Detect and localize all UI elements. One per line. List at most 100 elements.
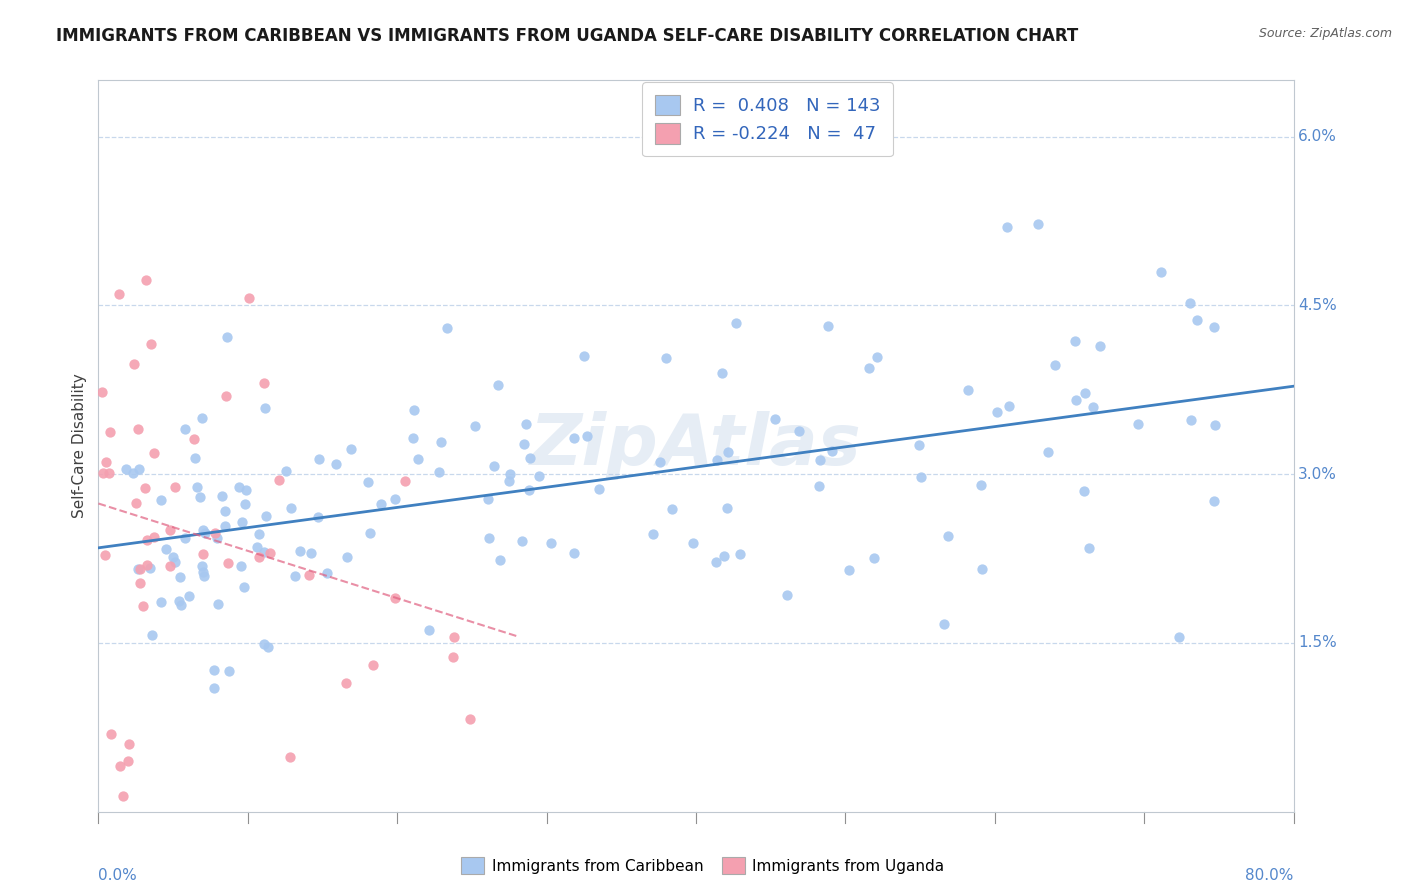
Point <box>499 467 522 482</box>
Point <box>141 627 163 641</box>
Point <box>910 470 932 484</box>
Point <box>1128 417 1150 431</box>
Point <box>957 383 980 397</box>
Point <box>443 631 465 645</box>
Point <box>159 559 181 574</box>
Legend: Immigrants from Caribbean, Immigrants from Uganda: Immigrants from Caribbean, Immigrants fr… <box>456 851 950 880</box>
Point <box>186 480 208 494</box>
Point <box>280 500 302 515</box>
Point <box>486 377 509 392</box>
Point <box>308 452 330 467</box>
Point <box>231 515 253 529</box>
Point <box>167 594 190 608</box>
Point <box>821 444 844 458</box>
Point <box>763 412 786 426</box>
Point <box>247 549 270 564</box>
Text: 3.0%: 3.0% <box>1298 467 1337 482</box>
Point <box>231 558 253 573</box>
Point <box>527 468 550 483</box>
Point <box>1202 494 1225 508</box>
Point <box>215 388 238 402</box>
Point <box>202 663 225 677</box>
Point <box>458 712 481 726</box>
Point <box>136 533 159 547</box>
Point <box>540 535 562 549</box>
Point <box>183 432 205 446</box>
Point <box>716 501 738 516</box>
Point <box>357 475 380 489</box>
Point <box>316 566 339 581</box>
Point <box>711 366 734 380</box>
Point <box>325 457 347 471</box>
Text: IMMIGRANTS FROM CARIBBEAN VS IMMIGRANTS FROM UGANDA SELF-CARE DISABILITY CORRELA: IMMIGRANTS FROM CARIBBEAN VS IMMIGRANTS … <box>56 27 1078 45</box>
Point <box>155 541 177 556</box>
Point <box>394 474 416 488</box>
Point <box>253 637 276 651</box>
Point <box>191 410 214 425</box>
Point <box>1088 339 1111 353</box>
Point <box>704 555 727 569</box>
Point <box>588 483 610 497</box>
Point <box>91 384 114 399</box>
Point <box>297 568 319 582</box>
Point <box>194 526 217 541</box>
Point <box>1073 484 1095 499</box>
Point <box>641 526 664 541</box>
Point <box>384 591 406 605</box>
Point <box>93 548 115 562</box>
Point <box>188 490 211 504</box>
Point <box>787 424 810 438</box>
Point <box>838 563 860 577</box>
Point <box>127 562 149 576</box>
Y-axis label: Self-Care Disability: Self-Care Disability <box>72 374 87 518</box>
Point <box>218 665 240 679</box>
Point <box>384 491 406 506</box>
Point <box>441 649 464 664</box>
Point <box>232 580 254 594</box>
Point <box>359 525 381 540</box>
Point <box>128 562 150 576</box>
Point <box>96 455 118 469</box>
Point <box>713 549 735 563</box>
Point <box>135 273 157 287</box>
Point <box>132 599 155 613</box>
Point <box>163 556 186 570</box>
Point <box>807 479 830 493</box>
Point <box>1064 393 1087 408</box>
Point <box>519 450 541 465</box>
Point <box>98 467 121 481</box>
Point <box>1202 320 1225 334</box>
Point <box>214 519 236 533</box>
Point <box>477 491 499 506</box>
Point <box>174 422 197 436</box>
Point <box>247 526 270 541</box>
Point <box>218 556 240 570</box>
Point <box>513 436 536 450</box>
Point <box>775 588 797 602</box>
Text: 6.0%: 6.0% <box>1298 129 1337 144</box>
Point <box>142 530 165 544</box>
Point <box>907 438 929 452</box>
Point <box>1167 630 1189 644</box>
Point <box>204 526 226 541</box>
Point <box>202 681 225 695</box>
Point <box>134 481 156 495</box>
Point <box>970 478 993 492</box>
Point <box>98 425 121 439</box>
Point <box>184 451 207 466</box>
Point <box>121 466 143 480</box>
Point <box>817 319 839 334</box>
Point <box>214 504 236 518</box>
Point <box>122 358 145 372</box>
Point <box>997 219 1019 234</box>
Point <box>128 462 150 476</box>
Point <box>91 467 114 481</box>
Point <box>278 750 301 764</box>
Point <box>1180 413 1202 427</box>
Point <box>863 551 886 566</box>
Text: 80.0%: 80.0% <box>1246 868 1294 883</box>
Point <box>169 570 191 584</box>
Point <box>162 550 184 565</box>
Point <box>107 287 129 301</box>
Point <box>193 565 215 579</box>
